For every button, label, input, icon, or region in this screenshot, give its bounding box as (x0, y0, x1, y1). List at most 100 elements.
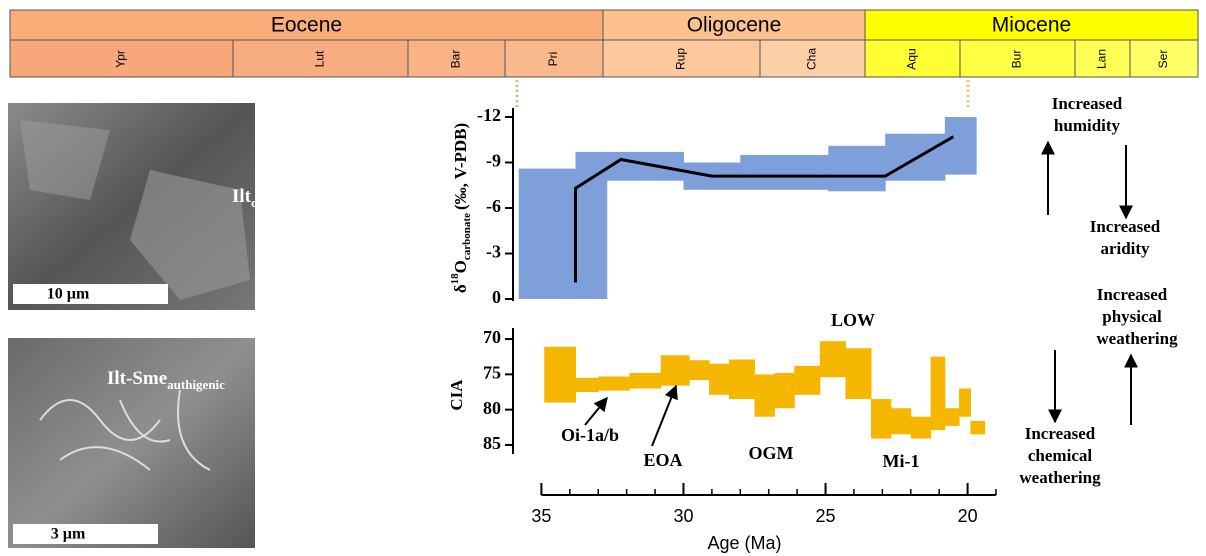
scale-bar-label: 3 µm (51, 526, 86, 543)
stage-label: Aqu (905, 48, 919, 69)
stage-label: Pri (546, 52, 560, 67)
y-label-prefix: δ (451, 284, 470, 293)
event-label: OGM (749, 443, 794, 463)
epoch-label: Oligocene (687, 14, 782, 37)
band-segment (518, 168, 577, 299)
y-tick-label: -9 (486, 151, 501, 171)
y-tick-label: 85 (483, 433, 501, 453)
band-segment (794, 365, 821, 395)
band-segment (890, 408, 912, 435)
scale-bar-label: 10 µm (47, 286, 90, 303)
band-segment (774, 372, 795, 409)
side-annotation: physical (1102, 307, 1162, 326)
band-segment (930, 356, 946, 431)
y-label-main: O (451, 260, 470, 273)
band-segment (689, 360, 710, 380)
band-segment (828, 145, 886, 192)
side-annotation: Increased (1090, 217, 1161, 236)
event-arrow (584, 396, 608, 426)
y-tick-label: -6 (486, 196, 501, 216)
photo-label: Ilt-Smeauthigenic (107, 368, 225, 392)
stage-label: Bar (449, 50, 463, 69)
x-tick-label: 30 (673, 506, 693, 526)
band-segment (575, 151, 608, 299)
side-annotation: weathering (1096, 329, 1178, 348)
band-segment (959, 388, 971, 417)
stage-label: Lan (1095, 49, 1109, 69)
band-segment (970, 420, 986, 435)
stage-cell (504, 39, 604, 78)
side-annotation: chemical (1028, 446, 1092, 465)
photo-texture (20, 120, 110, 200)
band-segment (606, 151, 684, 181)
x-tick-label: 35 (531, 506, 551, 526)
y-label-suffix: (‰, V-PDB) (451, 123, 470, 210)
photo-texture (39, 389, 211, 471)
y-tick-label: 75 (483, 362, 501, 382)
y-label-main: CIA (447, 379, 466, 411)
epoch-label: Eocene (271, 14, 342, 37)
band-segment (754, 374, 775, 417)
side-annotation: Increased (1052, 94, 1123, 113)
y-tick-label: -3 (486, 242, 501, 262)
stage-label: Lut (313, 50, 327, 67)
photo-label-sub: authigenic (167, 377, 225, 392)
epoch-cell (864, 9, 1199, 41)
band-segment (819, 341, 846, 378)
band-segment (629, 372, 662, 389)
band-segment (870, 399, 892, 439)
band-segment (728, 359, 755, 400)
event-label: LOW (831, 310, 875, 330)
side-annotation: humidity (1054, 116, 1121, 135)
scale-bar (13, 524, 158, 544)
band-segment (740, 154, 829, 190)
epoch-cell (602, 9, 866, 41)
band-segment (660, 355, 690, 386)
photo-label-main: Ilt-Sme (107, 368, 167, 389)
stage-cell (9, 39, 234, 78)
y-axis-label: CIA (447, 379, 466, 411)
band-segment (598, 376, 630, 391)
photo-label-sub: detrital (251, 195, 293, 210)
side-annotation: Increased (1025, 424, 1096, 443)
event-arrow (651, 384, 678, 447)
y-axis-label: δ18Ocarbonate (‰, V-PDB) (449, 123, 473, 293)
stage-label: Ser (1156, 50, 1170, 69)
stage-label: Bur (1010, 50, 1024, 69)
stage-cell (1074, 39, 1131, 78)
band-segment (544, 346, 577, 403)
stage-cell (602, 39, 761, 78)
y-tick-label: 80 (483, 398, 501, 418)
event-label: Oi-1a/b (561, 425, 619, 445)
band-segment (910, 416, 932, 439)
x-tick-label: 25 (816, 506, 836, 526)
data-line (574, 135, 955, 283)
epoch-label: Miocene (992, 14, 1071, 37)
band-segment (944, 117, 977, 175)
y-tick-label: -12 (477, 105, 501, 125)
stage-label: Rup (674, 48, 688, 70)
side-annotation: aridity (1100, 239, 1150, 258)
y-label-sup: 18 (449, 273, 461, 285)
event-label: EOA (643, 450, 682, 470)
band-segment (845, 348, 872, 400)
epoch-cell (9, 9, 604, 41)
x-tick-label: 20 (958, 506, 978, 526)
band-segment (944, 408, 960, 426)
side-annotation: Increased (1097, 285, 1168, 304)
y-tick-label: 0 (492, 287, 501, 307)
event-label: Mi-1 (883, 451, 920, 471)
band-segment (709, 363, 730, 395)
stage-label: Cha (805, 48, 819, 70)
photo-texture (130, 170, 250, 300)
stage-cell (1129, 39, 1199, 78)
y-label-sub: carbonate (461, 213, 473, 260)
photo-label-main: Ilt (232, 186, 252, 207)
sem-photo (8, 338, 255, 548)
scale-bar (13, 284, 168, 304)
y-tick-label: 70 (483, 327, 501, 347)
x-axis-label: Age (Ma) (707, 533, 781, 553)
stage-cell (864, 39, 961, 78)
stage-cell (759, 39, 866, 78)
